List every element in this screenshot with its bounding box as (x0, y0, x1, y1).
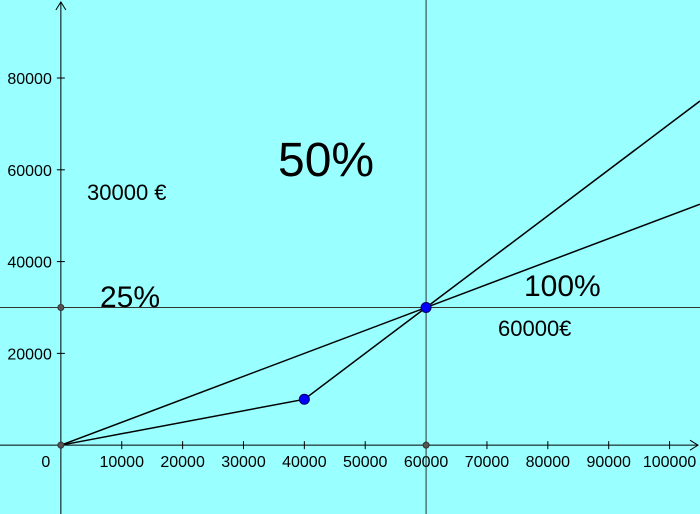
annotation-50-percent: 50% (278, 134, 374, 187)
series-line-piecewise (60, 100, 700, 446)
x-tick-label: 30000 (221, 454, 266, 471)
x-tick-label: 10000 (99, 454, 144, 471)
x-tick-label: 80000 (526, 454, 571, 471)
data-point (420, 301, 432, 313)
x-tick-label: 70000 (465, 454, 510, 471)
x-tick-label: 100000 (643, 454, 696, 471)
marker-point (57, 303, 65, 311)
marker-point (57, 441, 65, 449)
annotation-30000-eur: 30000 € (87, 180, 167, 205)
x-tick-label: 20000 (160, 454, 205, 471)
x-axis-arrow (689, 439, 699, 451)
x-tick-label: 50000 (343, 454, 388, 471)
y-tick-label: 80000 (7, 71, 52, 88)
x-tick-label: 0 (41, 454, 50, 471)
annotation-100-percent: 100% (524, 270, 601, 303)
y-tick-label: 60000 (7, 163, 52, 180)
marker-point (422, 441, 430, 449)
y-tick-label: 40000 (7, 255, 52, 272)
y-axis-arrow (55, 1, 67, 11)
series-line-linear (60, 203, 700, 446)
annotation-60000-eur: 60000€ (498, 316, 571, 341)
x-tick-label: 40000 (282, 454, 327, 471)
data-point (298, 393, 310, 405)
x-tick-label: 90000 (586, 454, 631, 471)
y-tick-label: 20000 (7, 346, 52, 363)
annotation-25-percent: 25% (100, 281, 160, 314)
